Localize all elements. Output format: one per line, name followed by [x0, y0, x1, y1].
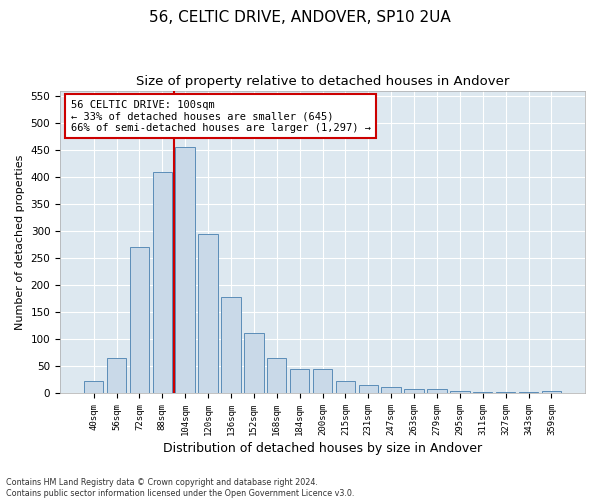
Text: 56, CELTIC DRIVE, ANDOVER, SP10 2UA: 56, CELTIC DRIVE, ANDOVER, SP10 2UA	[149, 10, 451, 25]
Bar	[450, 391, 470, 393]
Bar	[199, 234, 218, 393]
Bar	[359, 385, 378, 393]
Bar	[335, 381, 355, 393]
Bar	[542, 392, 561, 393]
Bar	[107, 358, 126, 393]
Bar	[244, 332, 263, 393]
Bar	[175, 148, 195, 393]
Bar	[267, 358, 286, 393]
Bar	[404, 389, 424, 393]
Bar	[496, 392, 515, 393]
Bar	[519, 392, 538, 393]
Bar	[130, 247, 149, 393]
Y-axis label: Number of detached properties: Number of detached properties	[15, 154, 25, 330]
X-axis label: Distribution of detached houses by size in Andover: Distribution of detached houses by size …	[163, 442, 482, 455]
Bar	[84, 381, 103, 393]
Bar	[313, 370, 332, 393]
Bar	[290, 370, 310, 393]
Bar	[382, 386, 401, 393]
Bar	[221, 297, 241, 393]
Bar	[152, 172, 172, 393]
Title: Size of property relative to detached houses in Andover: Size of property relative to detached ho…	[136, 75, 509, 88]
Text: Contains HM Land Registry data © Crown copyright and database right 2024.
Contai: Contains HM Land Registry data © Crown c…	[6, 478, 355, 498]
Bar	[427, 389, 446, 393]
Bar	[473, 392, 493, 393]
Text: 56 CELTIC DRIVE: 100sqm
← 33% of detached houses are smaller (645)
66% of semi-d: 56 CELTIC DRIVE: 100sqm ← 33% of detache…	[71, 100, 371, 133]
